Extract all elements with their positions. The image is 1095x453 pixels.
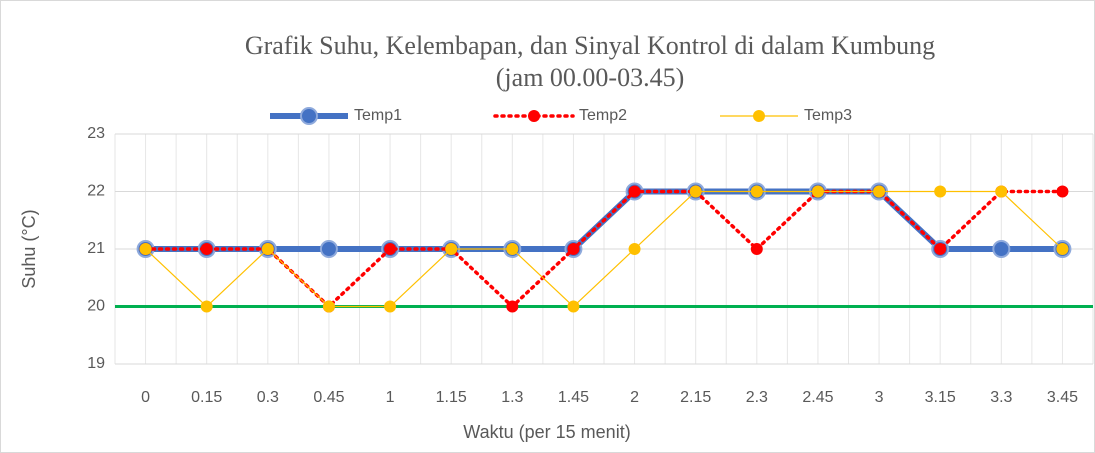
x-tick-label: 3.3 (990, 389, 1012, 406)
marker (200, 300, 213, 313)
x-tick-label: 2.45 (802, 389, 833, 406)
x-tick-label: 0.15 (191, 389, 222, 406)
x-tick-label: 1.15 (436, 389, 467, 406)
marker (934, 243, 947, 255)
chart-title: (jam 00.00-03.45) (496, 63, 684, 92)
marker (1056, 185, 1069, 198)
x-tick-label: 0 (141, 389, 150, 406)
legend-marker (528, 110, 540, 122)
chart-title: Grafik Suhu, Kelembapan, dan Sinyal Kont… (245, 31, 935, 60)
marker (319, 240, 338, 258)
marker (873, 185, 886, 198)
y-tick-label: 20 (87, 298, 105, 315)
marker (750, 243, 763, 255)
marker (322, 300, 335, 313)
x-tick-label: 2.3 (746, 389, 768, 406)
x-tick-label: 1.45 (558, 389, 589, 406)
legend-label: Temp3 (804, 107, 852, 124)
marker (445, 243, 458, 255)
legend-label: Temp2 (579, 107, 627, 124)
marker (750, 185, 763, 198)
x-tick-label: 3.15 (925, 389, 956, 406)
x-tick-label: 3 (875, 389, 884, 406)
marker (200, 243, 213, 255)
legend-marker (300, 107, 318, 125)
marker (811, 185, 824, 198)
x-tick-label: 3.45 (1047, 389, 1078, 406)
y-tick-label: 19 (87, 355, 105, 372)
marker (628, 243, 641, 255)
y-tick-label: 23 (87, 125, 105, 142)
x-tick-label: 0.45 (313, 389, 344, 406)
marker (567, 243, 580, 255)
marker (567, 300, 580, 313)
x-axis-label: Waktu (per 15 menit) (463, 422, 630, 442)
x-tick-label: 2 (630, 389, 639, 406)
legend-marker (753, 110, 765, 122)
marker (1056, 243, 1069, 255)
legend-label: Temp1 (354, 107, 402, 124)
marker (261, 243, 274, 255)
marker (384, 300, 397, 313)
marker (992, 240, 1011, 258)
marker (995, 185, 1008, 198)
y-axis-label: Suhu (°C) (19, 209, 39, 288)
series-line (145, 190, 1063, 308)
marker (139, 243, 152, 255)
x-tick-label: 1 (386, 389, 395, 406)
x-tick-label: 2.15 (680, 389, 711, 406)
marker (934, 185, 947, 198)
marker (384, 243, 397, 255)
marker (628, 185, 641, 198)
y-tick-label: 22 (87, 183, 105, 200)
y-tick-label: 21 (87, 240, 105, 257)
x-tick-label: 0.3 (257, 389, 279, 406)
x-tick-label: 1.3 (501, 389, 523, 406)
marker (689, 185, 702, 198)
marker (506, 243, 519, 255)
marker (506, 300, 519, 313)
